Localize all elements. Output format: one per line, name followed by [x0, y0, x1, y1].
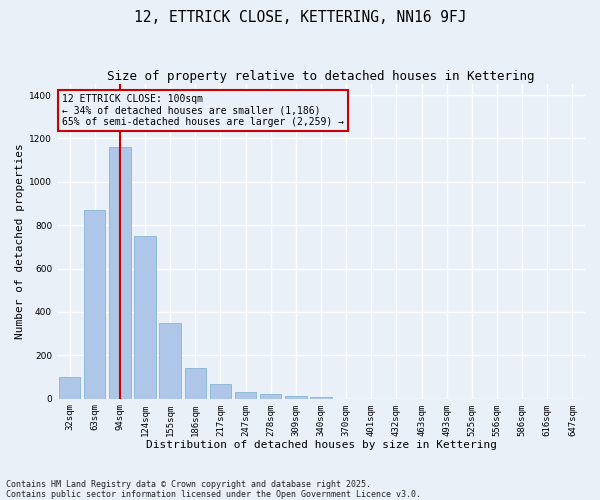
Bar: [310, 397, 332, 398]
Text: Contains HM Land Registry data © Crown copyright and database right 2025.
Contai: Contains HM Land Registry data © Crown c…: [6, 480, 421, 499]
Bar: [235, 392, 256, 398]
Bar: [160, 323, 181, 398]
Bar: [260, 394, 281, 398]
Bar: [185, 368, 206, 398]
Text: 12, ETTRICK CLOSE, KETTERING, NN16 9FJ: 12, ETTRICK CLOSE, KETTERING, NN16 9FJ: [134, 10, 466, 25]
X-axis label: Distribution of detached houses by size in Kettering: Distribution of detached houses by size …: [146, 440, 497, 450]
Bar: [134, 236, 156, 398]
Title: Size of property relative to detached houses in Kettering: Size of property relative to detached ho…: [107, 70, 535, 83]
Bar: [109, 147, 131, 399]
Bar: [285, 396, 307, 398]
Bar: [59, 377, 80, 398]
Bar: [84, 210, 106, 398]
Text: 12 ETTRICK CLOSE: 100sqm
← 34% of detached houses are smaller (1,186)
65% of sem: 12 ETTRICK CLOSE: 100sqm ← 34% of detach…: [62, 94, 344, 127]
Bar: [210, 384, 231, 398]
Y-axis label: Number of detached properties: Number of detached properties: [15, 144, 25, 340]
